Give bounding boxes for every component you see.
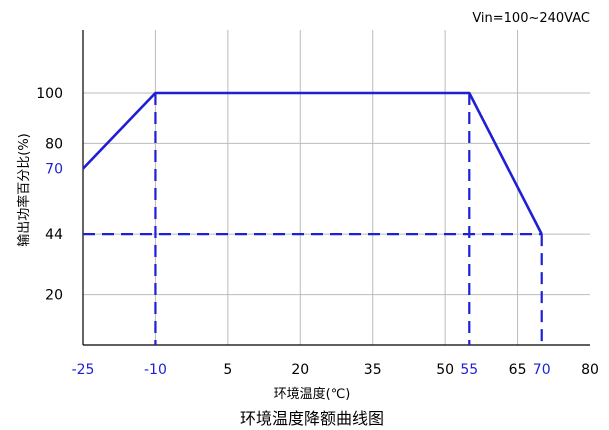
y-tick-label: 100 [36,86,63,102]
x-tick-label: 20 [291,362,309,378]
input-voltage-annotation: Vin=100~240VAC [472,11,590,26]
grid [83,30,590,345]
chart-title: 环境温度降额曲线图 [240,409,384,428]
series [82,91,543,235]
x-tick-label: 55 [460,362,478,378]
x-tick-label: 65 [509,362,527,378]
x-tick-label: -25 [72,362,95,378]
x-tick-label: 80 [581,362,599,378]
dashed-guides [83,93,543,345]
axes [82,30,590,346]
x-axis-label: 环境温度(℃) [274,386,351,402]
y-tick-label: 44 [45,227,63,243]
x-tick-labels: -25 -10 5 20 35 50 55 65 70 80 [72,362,599,378]
x-tick-label: 5 [223,362,232,378]
y-tick-labels: 20 44 70 80 100 [36,86,63,304]
y-axis-label: 输出功率百分比(%) [16,133,32,247]
derating-curve [82,91,543,235]
x-tick-label: -10 [144,362,167,378]
x-tick-label: 50 [436,362,454,378]
y-tick-label: 80 [45,136,63,152]
x-tick-label: 70 [533,362,551,378]
y-tick-label: 70 [45,162,63,178]
x-tick-label: 35 [364,362,382,378]
y-tick-label: 20 [45,288,63,304]
